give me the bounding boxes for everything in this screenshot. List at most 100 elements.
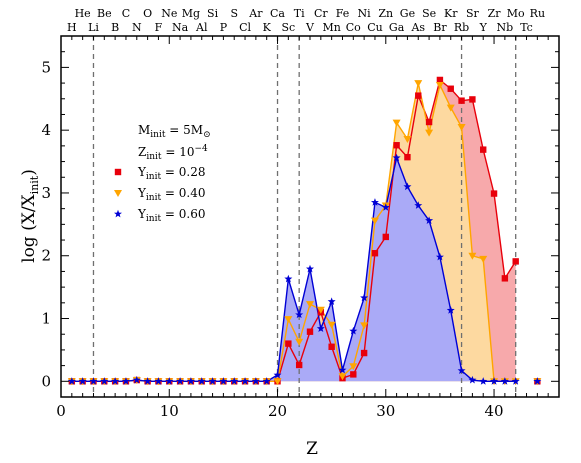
data-point-s3-z25 — [327, 297, 336, 305]
element-label-H: H — [67, 21, 77, 34]
data-point-s1-z31 — [393, 142, 400, 149]
data-point-s3-z42 — [511, 377, 520, 385]
element-label-K: K — [263, 21, 272, 34]
element-label-Tc: Tc — [520, 21, 533, 34]
data-point-s3-z18 — [251, 377, 260, 385]
series-fill-3 — [71, 157, 516, 382]
x-tick-label: 40 — [484, 402, 503, 420]
data-point-s1-z30 — [382, 233, 389, 241]
element-label-Br: Br — [433, 21, 447, 34]
legend-label-1: Yinit = 0.28 — [137, 165, 206, 182]
data-point-s1-z27 — [350, 371, 357, 378]
data-point-s1-z35 — [436, 76, 444, 84]
element-label-Ti: Ti — [294, 7, 305, 20]
element-label-Co: Co — [346, 21, 361, 34]
data-point-s3-z19 — [262, 377, 271, 385]
data-point-s1-z25 — [328, 343, 335, 350]
data-point-s3-z22 — [295, 310, 304, 319]
element-label-Cu: Cu — [367, 21, 383, 34]
data-point-s1-z34 — [425, 118, 433, 126]
data-point-s3-z14 — [208, 377, 217, 385]
data-point-s2-z38 — [468, 252, 477, 260]
data-point-s3-z36 — [446, 306, 455, 314]
data-point-s3-z12 — [186, 377, 195, 385]
data-point-s2-z36 — [446, 104, 455, 112]
data-point-s3-z37 — [457, 366, 466, 375]
element-label-Si: Si — [207, 7, 219, 20]
y-tick-label: 2 — [41, 247, 51, 265]
data-point-s2-z34 — [425, 129, 434, 137]
data-point-s1-z39 — [480, 146, 487, 153]
y-tick-label: 5 — [41, 58, 51, 76]
element-label-Na: Na — [172, 21, 189, 34]
data-point-s3-z26 — [338, 365, 347, 374]
element-label-Nb: Nb — [497, 21, 514, 34]
data-point-s3-z8 — [143, 377, 152, 385]
data-point-s1-z22 — [295, 361, 303, 369]
data-point-s3-z38 — [468, 375, 477, 384]
element-label-Sc: Sc — [281, 21, 295, 34]
data-point-s3-z9 — [154, 377, 163, 385]
data-point-s2-z32 — [403, 135, 412, 143]
data-point-s2-z21 — [284, 316, 293, 324]
data-point-s3-z32 — [403, 182, 412, 191]
data-point-s1-z40 — [490, 190, 498, 197]
element-label-S: S — [230, 7, 238, 20]
data-point-s3-z2 — [78, 377, 87, 385]
data-point-s3-z4 — [100, 377, 109, 385]
data-point-s2-z39 — [479, 255, 488, 263]
data-point-s3-z20 — [273, 370, 282, 379]
element-label-Kr: Kr — [444, 7, 458, 20]
element-label-C: C — [122, 7, 130, 20]
element-label-Ar: Ar — [248, 7, 263, 20]
element-label-Ca: Ca — [270, 7, 285, 20]
data-point-s3-z10 — [165, 377, 174, 385]
element-label-B: B — [111, 21, 119, 34]
data-point-s1-z23 — [306, 328, 314, 335]
data-point-s2-z33 — [414, 80, 423, 88]
data-point-s3-z33 — [414, 201, 423, 209]
data-point-s3-z31 — [392, 153, 401, 162]
reference-lines — [92, 36, 517, 397]
legend-metallicity: Zinit = 10−4 — [138, 144, 208, 162]
element-label-As: As — [410, 21, 425, 34]
data-point-s3-z24 — [316, 324, 325, 332]
data-point-s3-z17 — [241, 377, 250, 385]
data-point-s3-z35 — [435, 252, 444, 261]
element-label-Zn: Zn — [378, 7, 393, 20]
element-label-Li: Li — [88, 21, 99, 34]
data-point-s3-z3 — [89, 377, 98, 385]
data-point-s3-z15 — [219, 377, 228, 385]
data-point-s1-z33 — [415, 92, 422, 99]
element-label-Ni: Ni — [358, 7, 372, 20]
data-point-s1-z32 — [404, 153, 411, 161]
element-label-Mn: Mn — [322, 21, 340, 34]
data-point-s1-z37 — [458, 97, 465, 104]
element-label-P: P — [220, 21, 228, 34]
data-point-s3-z7 — [132, 375, 141, 384]
data-point-s1-z38 — [469, 96, 476, 103]
element-label-O: O — [143, 7, 152, 20]
data-point-s3-z28 — [360, 293, 369, 302]
element-label-Ge: Ge — [400, 7, 415, 20]
legend-label-2: Yinit = 0.40 — [137, 186, 206, 203]
x-tick-label: 0 — [56, 402, 66, 420]
data-point-s2-z26 — [338, 373, 347, 381]
element-labels: He Be C O Ne Mg Si S Ar Ca Ti Cr Fe Ni Zn Ge Se Kr Sr Zr Mo R… — [67, 7, 545, 34]
element-label-N: N — [132, 21, 142, 34]
x-tick-label: 30 — [376, 402, 395, 420]
legend-mass: Minit = 5M⊙ — [138, 123, 211, 140]
data-point-s2-z25 — [327, 321, 336, 329]
y-tick-label: 1 — [41, 310, 51, 328]
element-label-Y: Y — [479, 21, 488, 34]
series-markers — [67, 76, 542, 386]
legend-label-3: Yinit = 0.60 — [137, 207, 206, 224]
data-point-s3-z13 — [197, 377, 206, 385]
legend-marker-1 — [114, 168, 122, 176]
element-label-F: F — [155, 21, 163, 34]
y-tick-label: 3 — [41, 184, 51, 202]
data-point-s3-z27 — [349, 326, 358, 335]
data-point-s3-z41 — [500, 377, 509, 385]
element-label-Al: Al — [195, 21, 208, 34]
element-label-Be: Be — [97, 7, 112, 20]
